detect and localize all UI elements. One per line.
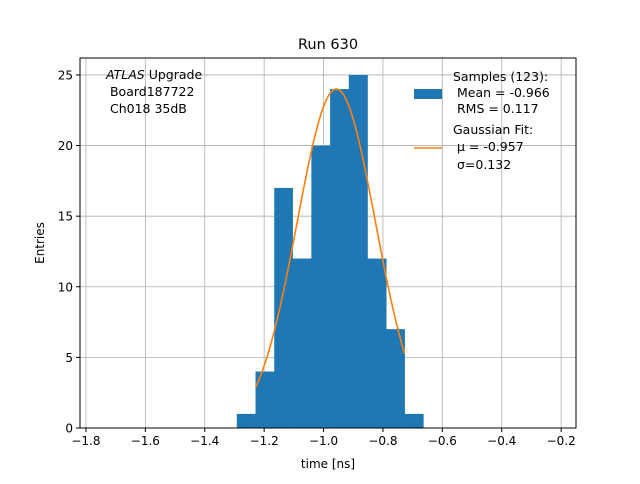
y-axis-ticks: 0 5 10 15 20 25 bbox=[58, 68, 80, 436]
y-tick-label: 15 bbox=[58, 210, 73, 224]
histogram-bar bbox=[236, 413, 256, 428]
x-tick-label: −1.2 bbox=[250, 434, 279, 448]
y-tick-label: 5 bbox=[65, 351, 73, 365]
y-tick-label: 0 bbox=[65, 422, 73, 436]
y-tick-label: 10 bbox=[58, 280, 73, 294]
legend-samples-line-2: Mean = -0.966 bbox=[453, 85, 550, 100]
annotation-line-3: Ch018 35dB bbox=[106, 101, 187, 116]
annotation-atlas-italic: ATLAS bbox=[105, 67, 145, 82]
y-tick-label: 20 bbox=[58, 139, 73, 153]
chart-title: Run 630 bbox=[298, 37, 358, 53]
atlas-annotation: ATLAS Upgrade Board187722 Ch018 35dB bbox=[105, 67, 202, 116]
legend-fit-line-1: Gaussian Fit: bbox=[453, 122, 533, 137]
x-tick-label: −0.4 bbox=[487, 434, 516, 448]
legend: Samples (123): Mean = -0.966 RMS = 0.117… bbox=[414, 69, 550, 172]
x-tick-label: −1.4 bbox=[190, 434, 219, 448]
annotation-line-1: ATLAS Upgrade bbox=[105, 67, 202, 82]
histogram-bar bbox=[367, 258, 387, 428]
x-axis-ticks: −1.8 −1.6 −1.4 −1.2 −1.0 −0.8 −0.6 −0.4 −0.2 bbox=[71, 428, 576, 448]
histogram-bar bbox=[311, 145, 331, 428]
histogram-bar bbox=[255, 371, 275, 428]
legend-fit-line-2: μ = -0.957 bbox=[453, 139, 524, 154]
x-tick-label: −1.8 bbox=[71, 434, 100, 448]
annotation-line-2: Board187722 bbox=[106, 84, 194, 99]
histogram-bar bbox=[292, 258, 312, 428]
histogram-bar bbox=[386, 329, 405, 428]
gaussian-fit-curve bbox=[254, 88, 406, 388]
histogram-bar bbox=[330, 89, 350, 429]
x-tick-label: −0.8 bbox=[368, 434, 397, 448]
x-tick-label: −0.2 bbox=[547, 434, 576, 448]
x-tick-label: −0.6 bbox=[428, 434, 457, 448]
histogram-bar bbox=[404, 413, 424, 428]
x-tick-label: −1.0 bbox=[309, 434, 338, 448]
annotation-upgrade: Upgrade bbox=[145, 67, 203, 82]
y-axis-label: Entries bbox=[33, 222, 47, 264]
legend-histogram-swatch bbox=[414, 89, 442, 99]
histogram-bar bbox=[274, 187, 293, 428]
axes-frame bbox=[79, 57, 577, 429]
histogram-bar bbox=[348, 74, 368, 428]
x-axis-label: time [ns] bbox=[301, 457, 355, 471]
legend-fit-line-3: σ=0.132 bbox=[453, 157, 511, 172]
gaussian-fit bbox=[254, 88, 406, 388]
y-tick-label: 25 bbox=[58, 68, 73, 82]
x-tick-label: −1.6 bbox=[131, 434, 160, 448]
legend-samples-line-3: RMS = 0.117 bbox=[453, 101, 539, 116]
legend-samples-line-1: Samples (123): bbox=[453, 69, 548, 84]
